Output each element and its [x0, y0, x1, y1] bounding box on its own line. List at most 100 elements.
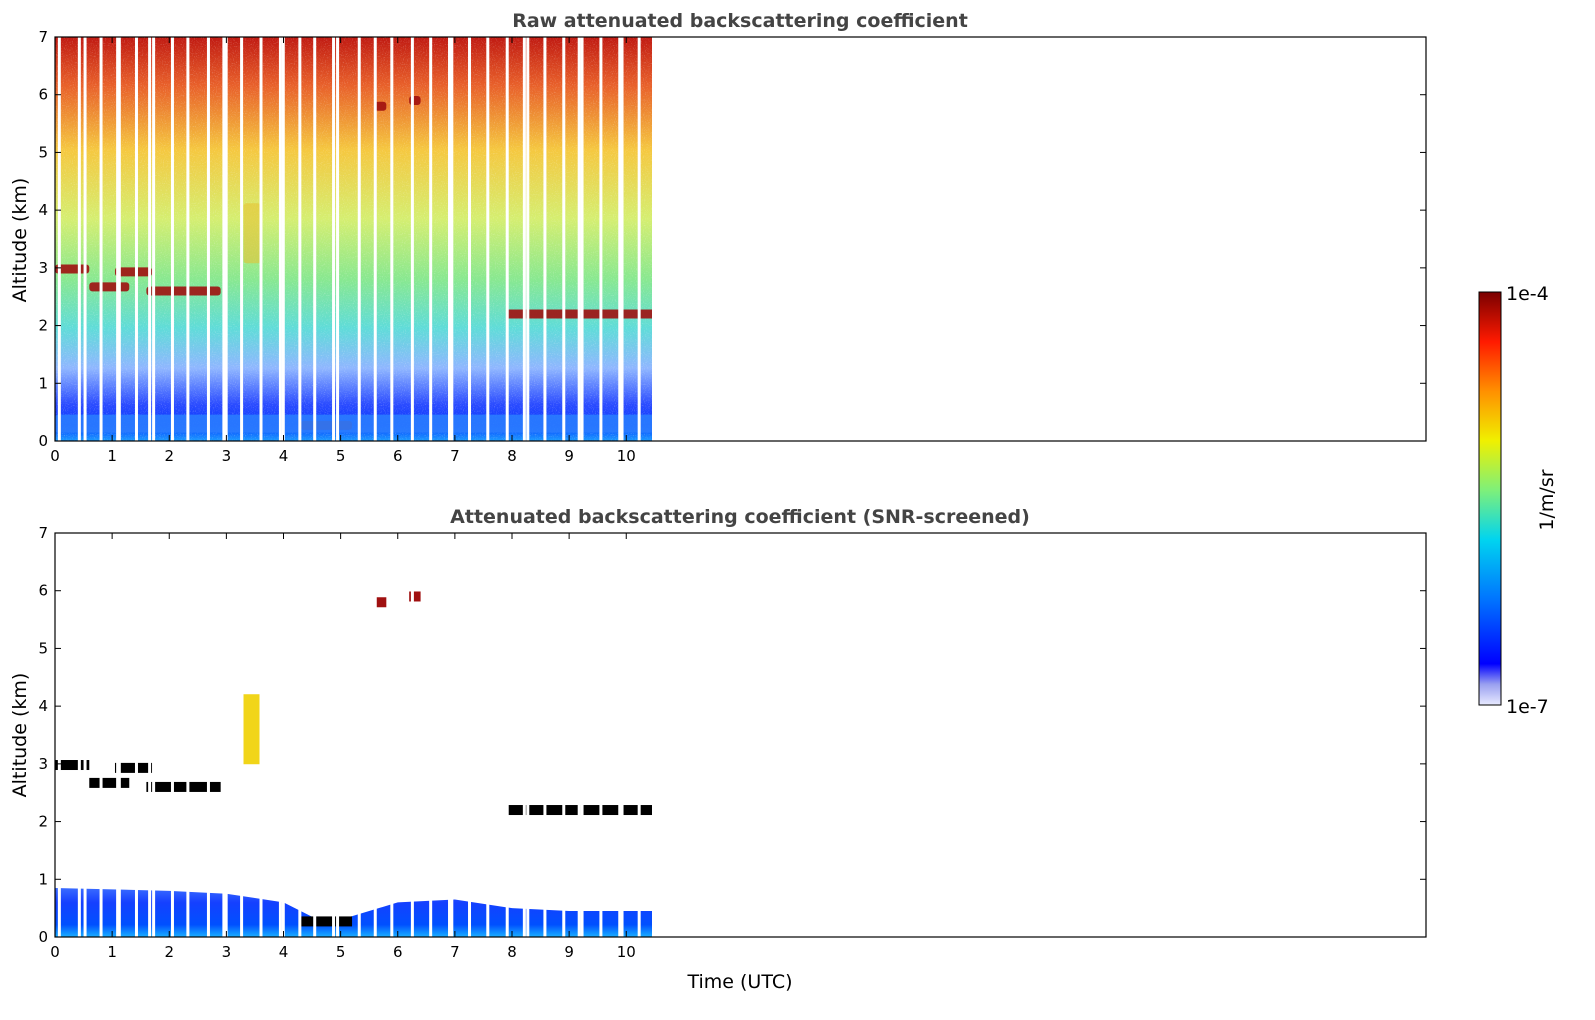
data-gap	[152, 533, 156, 937]
data-gap	[134, 37, 138, 441]
screened-backscatter-heatmap	[55, 533, 652, 937]
feature-cloud	[89, 777, 130, 788]
data-gap	[580, 37, 584, 441]
y-tick-label: 3	[38, 259, 48, 277]
y-tick-label: 6	[38, 86, 48, 104]
data-gap	[577, 37, 581, 441]
feature-plume	[243, 203, 261, 264]
data-gap	[562, 37, 566, 441]
x-tick-label: 6	[393, 943, 403, 961]
data-gap	[410, 37, 414, 441]
data-gap	[522, 37, 526, 441]
data-gap	[278, 533, 282, 937]
x-axis-label: Time (UTC)	[686, 971, 792, 993]
bottom-y-ticks: 0 1 2 3 4 5 6 7	[38, 524, 1426, 946]
x-tick-label: 9	[564, 943, 574, 961]
data-gap	[222, 533, 226, 937]
data-gap	[468, 533, 472, 937]
data-gap	[152, 37, 156, 441]
top-y-ticks: 0 1 2 3 4 5 6 7	[38, 28, 1426, 450]
data-gap	[186, 37, 190, 441]
data-gap	[117, 37, 121, 441]
data-gap	[57, 533, 61, 937]
data-gap	[390, 533, 394, 937]
data-gap	[486, 37, 490, 441]
data-gap	[526, 37, 530, 441]
y-tick-label: 0	[38, 928, 48, 946]
data-gap	[281, 533, 285, 937]
x-tick-label: 5	[336, 943, 346, 961]
data-gap	[170, 37, 174, 441]
x-tick-label: 7	[450, 447, 460, 465]
feature-cloud	[146, 286, 221, 296]
data-gap	[57, 37, 61, 441]
data-gap	[313, 533, 317, 937]
y-tick-label: 2	[38, 813, 48, 831]
data-gap	[429, 533, 433, 937]
data-gap	[620, 37, 624, 441]
data-gap	[526, 533, 530, 937]
data-gap	[240, 533, 244, 937]
bottom-y-label: Altitude (km)	[9, 673, 31, 798]
feature-cloud	[374, 597, 387, 608]
x-tick-label: 3	[222, 943, 232, 961]
feature-cloud	[374, 101, 387, 111]
feature-cloud	[89, 282, 130, 292]
colorbar-gradient	[1478, 291, 1502, 706]
data-gap	[357, 533, 361, 937]
x-tick-label: 5	[336, 447, 346, 465]
x-tick-label: 0	[50, 447, 60, 465]
data-gap	[83, 37, 87, 441]
raw-data-gaps	[57, 37, 641, 441]
data-gap	[99, 37, 103, 441]
data-gap	[620, 533, 624, 937]
x-tick-label: 10	[617, 447, 636, 465]
data-gap	[83, 533, 87, 937]
data-gap	[170, 533, 174, 937]
feature-cloud	[114, 762, 153, 773]
data-gap	[206, 533, 210, 937]
x-tick-label: 8	[507, 943, 517, 961]
y-tick-label: 7	[38, 28, 48, 46]
x-tick-label: 3	[222, 447, 232, 465]
feature-cloud	[409, 95, 421, 105]
x-tick-label: 10	[617, 943, 636, 961]
bottom-x-ticks: 0 1 2 3 4 5 6 7 8 9 10	[50, 533, 636, 961]
data-gap	[448, 533, 452, 937]
data-gap	[522, 533, 526, 937]
data-gap	[450, 533, 454, 937]
data-gap	[373, 37, 377, 441]
feature-cloud	[55, 760, 90, 771]
x-tick-label: 7	[450, 943, 460, 961]
colorbar-max-label: 1e-4	[1506, 283, 1549, 305]
data-gap	[99, 533, 103, 937]
y-tick-label: 2	[38, 317, 48, 335]
data-gap	[637, 533, 641, 937]
data-gap	[281, 37, 285, 441]
data-gap	[410, 533, 414, 937]
x-tick-label: 4	[279, 447, 289, 465]
data-gap	[117, 533, 121, 937]
data-gap	[298, 37, 302, 441]
y-tick-label: 4	[38, 201, 48, 219]
x-tick-label: 8	[507, 447, 517, 465]
feature-aerosol	[55, 414, 652, 433]
data-gap	[357, 37, 361, 441]
boundary-layer-aerosol	[55, 887, 652, 937]
x-tick-label: 6	[393, 447, 403, 465]
y-tick-label: 1	[38, 870, 48, 888]
x-tick-label: 1	[107, 447, 117, 465]
data-gap	[186, 533, 190, 937]
data-gap	[148, 533, 152, 937]
bottom-panel-title: Attenuated backscattering coefficient (S…	[450, 506, 1030, 528]
x-tick-label: 9	[564, 447, 574, 465]
data-gap	[618, 37, 622, 441]
y-tick-label: 1	[38, 374, 48, 392]
data-gap	[77, 533, 81, 937]
feature-cloud	[114, 267, 153, 277]
data-gap	[336, 37, 340, 441]
colorbar: 1e-4 1e-7 1/m/sr	[1478, 283, 1558, 718]
data-gap	[543, 533, 547, 937]
y-tick-label: 0	[38, 432, 48, 450]
